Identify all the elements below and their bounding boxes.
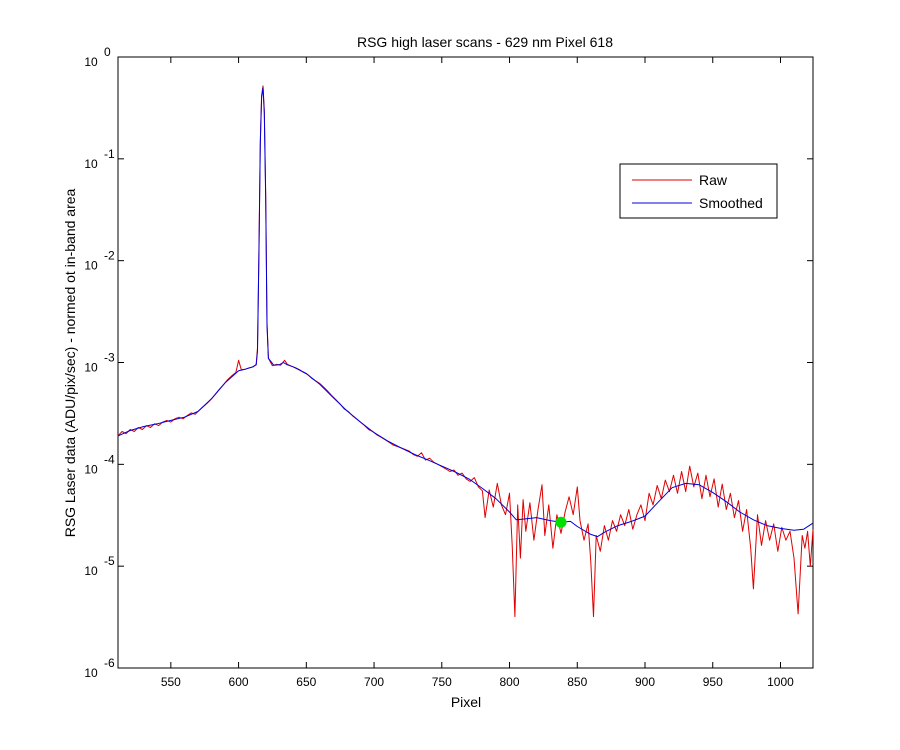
x-tick-label: 900 — [635, 675, 655, 689]
y-tick-base: 10 — [84, 462, 98, 476]
x-tick-label: 750 — [432, 675, 452, 689]
legend-box — [619, 163, 778, 219]
x-tick-label: 800 — [500, 675, 520, 689]
legend-raw-label: Raw — [699, 172, 728, 188]
series-line-raw — [117, 85, 814, 618]
x-tick-label: 850 — [567, 675, 587, 689]
x-tick-label: 950 — [703, 675, 723, 689]
y-tick-exponent: -1 — [104, 147, 115, 161]
series-line-smoothed — [117, 87, 814, 538]
y-tick-exponent: -4 — [104, 452, 115, 466]
x-tick-label: 650 — [296, 675, 316, 689]
plot-area — [117, 56, 814, 669]
chart-title: RSG high laser scans - 629 nm Pixel 618 — [357, 34, 613, 50]
x-tick-label: 600 — [229, 675, 249, 689]
marker-point — [555, 516, 567, 528]
y-tick-base: 10 — [84, 564, 98, 578]
y-tick-base: 10 — [84, 361, 98, 375]
x-tick-label: 700 — [364, 675, 384, 689]
y-tick-base: 10 — [84, 259, 98, 273]
y-tick-exponent: -2 — [104, 249, 115, 263]
y-tick-exponent: -5 — [104, 554, 115, 568]
legend: Raw Smoothed — [619, 163, 778, 219]
y-tick-base: 10 — [84, 55, 98, 69]
y-tick-exponent: -6 — [104, 656, 115, 670]
y-axis-label: RSG Laser data (ADU/pix/sec) - normed ot… — [62, 188, 78, 537]
legend-smoothed-label: Smoothed — [699, 195, 763, 211]
y-tick-base: 10 — [84, 666, 98, 680]
marker-layer — [555, 516, 567, 528]
y-tick-base: 10 — [84, 157, 98, 171]
x-tick-label: 550 — [161, 675, 181, 689]
axis-ticks: 550 600 650 700 750 800 850 900 950 1000 10 0 10 -1 10… — [84, 45, 813, 689]
y-tick-exponent: 0 — [104, 45, 111, 59]
x-tick-label: 1000 — [767, 675, 794, 689]
y-tick-exponent: -3 — [104, 351, 115, 365]
series-lines — [117, 85, 814, 618]
x-axis-label: Pixel — [451, 694, 481, 710]
